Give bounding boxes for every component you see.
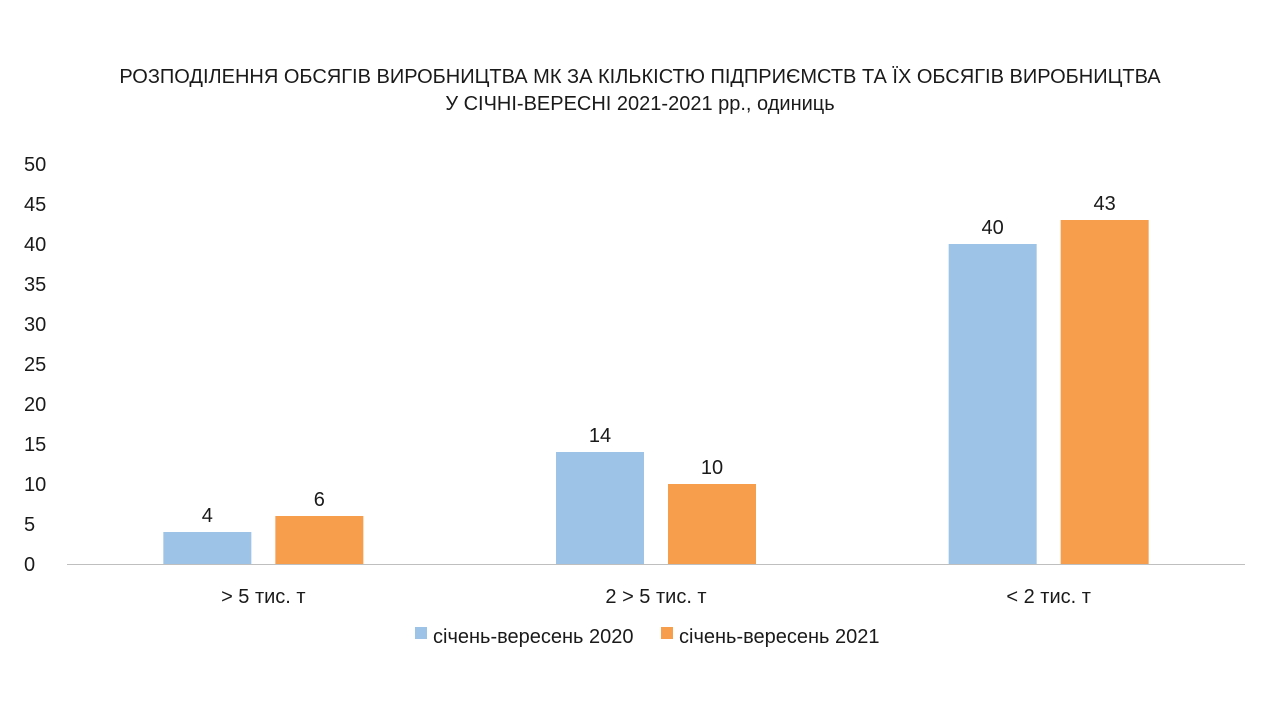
category-label: < 2 тис. т — [1006, 586, 1091, 608]
y-tick-label: 35 — [24, 274, 46, 296]
legend-label: січень-вересень 2020 — [433, 626, 634, 648]
chart-title-line-2: У СІЧНІ-ВЕРЕСНІ 2021-2021 рр., одиниць — [445, 93, 835, 115]
y-tick-label: 40 — [24, 234, 46, 256]
chart-title: РОЗПОДІЛЕННЯ ОБСЯГІВ ВИРОБНИЦТВА МК ЗА К… — [0, 64, 1280, 118]
data-label: 43 — [1094, 193, 1116, 215]
chart-title-line-1: РОЗПОДІЛЕННЯ ОБСЯГІВ ВИРОБНИЦТВА МК ЗА К… — [119, 66, 1161, 88]
category-label: 2 > 5 тис. т — [605, 586, 706, 608]
category-labels: > 5 тис. т 2 > 5 тис. т < 2 тис. т — [221, 586, 1091, 608]
y-tick-label: 0 — [24, 554, 35, 576]
y-tick-label: 20 — [24, 394, 46, 416]
bar-2021-3 — [1060, 220, 1149, 564]
y-tick-label: 50 — [24, 154, 46, 176]
data-labels: 4 6 14 10 40 43 — [202, 193, 1116, 527]
bar-2021-1 — [275, 516, 364, 564]
data-label: 10 — [701, 457, 723, 479]
legend-swatch — [661, 627, 673, 639]
data-label: 14 — [589, 425, 611, 447]
y-tick-label: 30 — [24, 314, 46, 336]
data-label: 4 — [202, 505, 213, 527]
data-label: 6 — [314, 489, 325, 511]
y-tick-label: 5 — [24, 514, 35, 536]
bar-2020-1 — [163, 532, 252, 564]
bar-series — [163, 220, 1149, 564]
y-tick-label: 25 — [24, 354, 46, 376]
data-label: 40 — [982, 217, 1004, 239]
y-tick-label: 45 — [24, 194, 46, 216]
legend-label: січень-вересень 2021 — [679, 626, 880, 648]
y-tick-label: 10 — [24, 474, 46, 496]
legend-swatch — [415, 627, 427, 639]
bar-2021-2 — [668, 484, 756, 564]
category-label: > 5 тис. т — [221, 586, 306, 608]
y-tick-label: 15 — [24, 434, 46, 456]
bar-2020-3 — [948, 244, 1037, 564]
y-axis-tick-labels: 0 5 10 15 20 25 30 35 40 45 50 — [24, 154, 46, 576]
legend: січень-вересень 2020 січень-вересень 2021 — [415, 626, 880, 648]
bar-2020-2 — [556, 452, 644, 564]
